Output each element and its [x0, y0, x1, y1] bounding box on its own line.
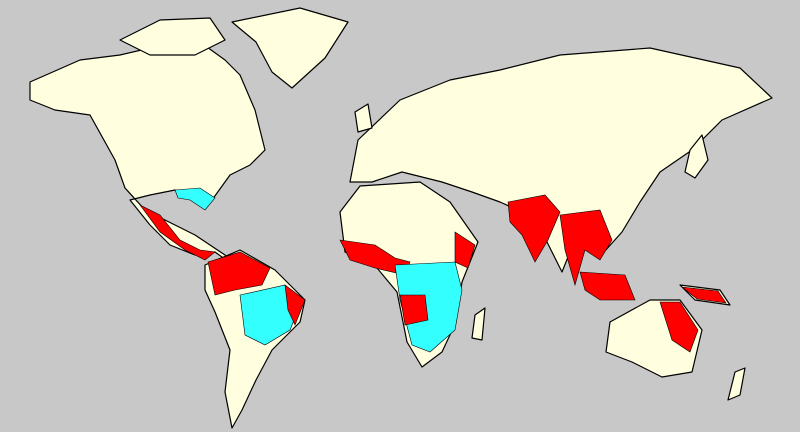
eurasia	[349, 47, 773, 273]
canadian-arctic-islands	[119, 17, 226, 56]
greenland	[231, 7, 349, 89]
red-zone-india	[507, 194, 561, 263]
new-zealand	[727, 367, 746, 401]
red-zone-brazil-coast	[284, 284, 306, 326]
red-zone-northern-south-america	[207, 251, 271, 296]
japan	[684, 134, 709, 179]
uk	[354, 103, 373, 133]
north-america	[29, 41, 266, 271]
madagascar	[471, 307, 486, 341]
red-zone-angola	[399, 294, 429, 326]
red-zone-east-africa	[454, 231, 476, 269]
cyan-zone-southeast-us	[174, 187, 216, 211]
red-zone-indonesia	[579, 271, 636, 301]
red-zone-southeast-asia	[559, 209, 613, 287]
red-zone-new-guinea	[681, 286, 727, 304]
red-zone-queensland	[659, 301, 699, 353]
red-zone-mexico-central-america	[139, 204, 216, 261]
